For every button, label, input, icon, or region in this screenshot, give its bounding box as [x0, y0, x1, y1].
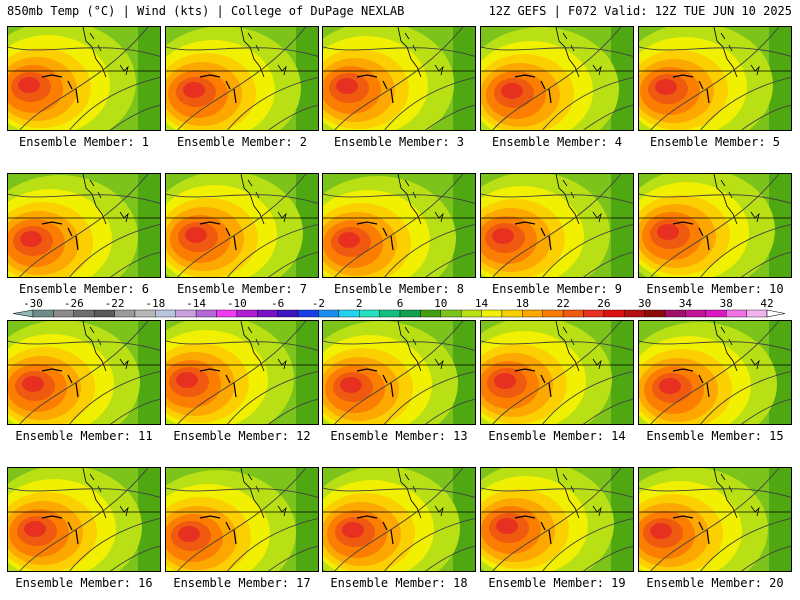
ensemble-member-label: Ensemble Member: 9 [491, 282, 623, 296]
ensemble-member-map [480, 467, 634, 572]
ensemble-member-map [322, 467, 476, 572]
ensemble-member-label: Ensemble Member: 17 [173, 576, 311, 590]
colorbar-swatch [93, 309, 115, 318]
colorbar-swatch [73, 309, 95, 318]
colorbar-swatch [460, 309, 482, 318]
ensemble-member-map [7, 26, 161, 131]
ensemble-member-map [7, 320, 161, 425]
colorbar-swatch [501, 309, 523, 318]
colorbar-swatch [359, 309, 380, 318]
colorbar-tick-label: 18 [516, 297, 529, 310]
ensemble-member-map [7, 467, 161, 572]
colorbar-swatch [236, 309, 258, 318]
colorbar-swatch [175, 309, 197, 318]
ensemble-member-label: Ensemble Member: 8 [333, 282, 465, 296]
colorbar-swatch [746, 309, 768, 318]
ensemble-member-map [165, 173, 319, 278]
colorbar-tick-label: -26 [64, 297, 84, 310]
colorbar-swatch [216, 309, 238, 318]
colorbar-swatch [155, 309, 176, 318]
ensemble-member-label: Ensemble Member: 6 [18, 282, 150, 296]
ensemble-member-label: Ensemble Member: 14 [488, 429, 626, 443]
colorbar-swatch [522, 309, 543, 318]
colorbar-swatch [134, 309, 156, 318]
colorbar-tick-label: 38 [720, 297, 733, 310]
ensemble-member-map [638, 26, 792, 131]
colorbar-swatch [440, 309, 462, 318]
ensemble-member-map [322, 320, 476, 425]
ensemble-member-label: Ensemble Member: 7 [176, 282, 308, 296]
colorbar-tick-label: 26 [597, 297, 610, 310]
ensemble-member-map [165, 467, 319, 572]
colorbar-tick-label: -22 [105, 297, 125, 310]
colorbar-tick-label: 42 [760, 297, 773, 310]
colorbar-swatch [195, 309, 217, 318]
ensemble-member-label: Ensemble Member: 10 [646, 282, 784, 296]
colorbar-tick-label: 30 [638, 297, 651, 310]
colorbar-swatch [399, 309, 421, 318]
colorbar-swatch [114, 309, 136, 318]
colorbar-swatch [664, 309, 686, 318]
colorbar-swatch [583, 309, 605, 318]
ensemble-member-label: Ensemble Member: 15 [646, 429, 784, 443]
run-valid-time: 12Z GEFS | F072 Valid: 12Z TUE JUN 10 20… [488, 4, 792, 18]
colorbar-swatch [705, 309, 727, 318]
ensemble-member-label: Ensemble Member: 16 [15, 576, 153, 590]
colorbar-swatch [318, 309, 340, 318]
ensemble-member-label: Ensemble Member: 19 [488, 576, 626, 590]
ensemble-member-map [165, 26, 319, 131]
colorbar-swatch [603, 309, 625, 318]
colorbar-tick-label: -18 [145, 297, 165, 310]
colorbar-swatch [338, 309, 360, 318]
ensemble-member-map [638, 467, 792, 572]
colorbar-swatch [685, 309, 707, 318]
ensemble-member-map [638, 320, 792, 425]
ensemble-member-label: Ensemble Member: 13 [330, 429, 468, 443]
colorbar-tick-label: 6 [397, 297, 404, 310]
colorbar-swatch [562, 309, 584, 318]
ensemble-member-label: Ensemble Member: 1 [18, 135, 150, 149]
colorbar-swatch [644, 309, 666, 318]
temperature-colorbar: -30 -26 -22 -18 -14 -10 -6 -2 2 6 10 14 18 22 26 30 34 38… [12, 297, 786, 318]
ensemble-member-label: Ensemble Member: 20 [646, 576, 784, 590]
colorbar-tick-label: 2 [356, 297, 363, 310]
colorbar-swatch [420, 309, 441, 318]
ensemble-member-label: Ensemble Member: 18 [330, 576, 468, 590]
colorbar-tick-label: -2 [312, 297, 325, 310]
colorbar-swatch [297, 309, 319, 318]
colorbar-swatch [726, 309, 747, 318]
colorbar-tick-label: 22 [556, 297, 569, 310]
ensemble-member-label: Ensemble Member: 11 [15, 429, 153, 443]
ensemble-member-map [480, 173, 634, 278]
ensemble-member-label: Ensemble Member: 2 [176, 135, 308, 149]
colorbar-swatch [481, 309, 503, 318]
colorbar-tick-label: -30 [23, 297, 43, 310]
colorbar-swatch [542, 309, 564, 318]
ensemble-member-label: Ensemble Member: 4 [491, 135, 623, 149]
colorbar-tick-label: 10 [434, 297, 447, 310]
colorbar-swatch [53, 309, 74, 318]
ensemble-member-label: Ensemble Member: 3 [333, 135, 465, 149]
colorbar-swatch [32, 309, 54, 318]
colorbar-swatch [624, 309, 645, 318]
ensemble-member-map [165, 320, 319, 425]
ensemble-member-map [480, 320, 634, 425]
colorbar-tick-label: -6 [271, 297, 284, 310]
ensemble-member-label: Ensemble Member: 5 [649, 135, 781, 149]
map-title: 850mb Temp (°C) | Wind (kts) | College o… [7, 4, 405, 18]
colorbar-tick-label: -10 [227, 297, 247, 310]
colorbar-swatch [277, 309, 299, 318]
ensemble-member-map [7, 173, 161, 278]
ensemble-member-map [322, 173, 476, 278]
colorbar-swatch [379, 309, 401, 318]
ensemble-member-label: Ensemble Member: 12 [173, 429, 311, 443]
ensemble-member-map [480, 26, 634, 131]
colorbar-tick-label: 34 [679, 297, 693, 310]
ensemble-member-map [638, 173, 792, 278]
colorbar-swatch [257, 309, 278, 318]
ensemble-member-map [322, 26, 476, 131]
colorbar-tick-label: -14 [186, 297, 206, 310]
colorbar-tick-label: 14 [475, 297, 489, 310]
